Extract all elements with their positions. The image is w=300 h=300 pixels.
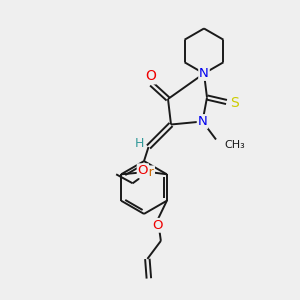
Text: H: H [135, 137, 144, 150]
Text: N: N [198, 115, 207, 128]
Text: O: O [145, 70, 156, 83]
Text: S: S [230, 96, 239, 110]
Text: Br: Br [140, 166, 154, 179]
Text: O: O [152, 219, 163, 232]
Text: N: N [199, 67, 209, 80]
Text: CH₃: CH₃ [224, 140, 245, 150]
Text: O: O [138, 164, 148, 177]
